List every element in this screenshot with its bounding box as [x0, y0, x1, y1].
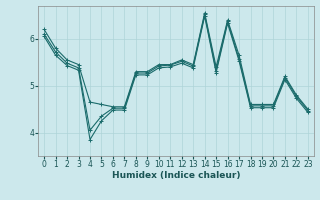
- X-axis label: Humidex (Indice chaleur): Humidex (Indice chaleur): [112, 171, 240, 180]
